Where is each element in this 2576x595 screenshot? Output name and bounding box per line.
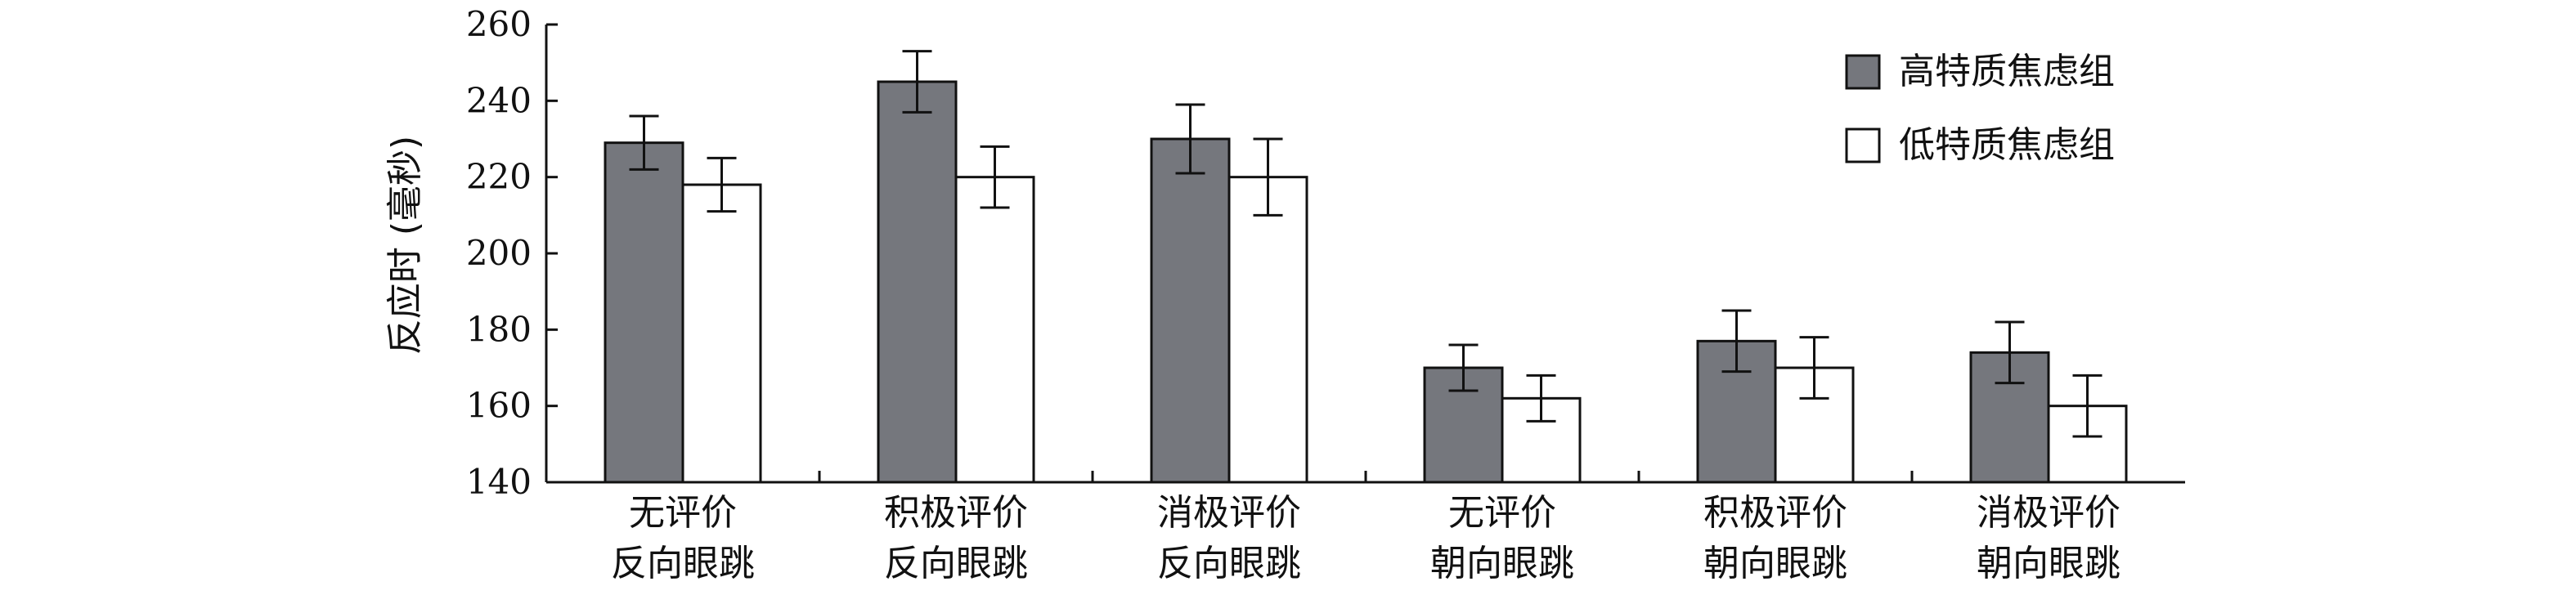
- error-bar: [707, 156, 737, 213]
- legend-swatch: [1845, 54, 1881, 90]
- x-axis: [546, 471, 2185, 484]
- x-tick-label: 朝向眼跳: [1977, 543, 2120, 584]
- error-bar: [1253, 137, 1283, 217]
- y-tick-label: 140: [466, 462, 532, 502]
- x-tick-label: 消极评价: [1977, 492, 2120, 534]
- error-bar: [629, 114, 659, 171]
- bar-low-anxiety: [681, 183, 762, 484]
- x-tick-label: 反向眼跳: [884, 543, 1028, 584]
- error-bar: [2072, 374, 2103, 438]
- bar-high-anxiety: [1150, 137, 1231, 484]
- error-bar: [1995, 320, 2025, 385]
- x-tick-label: 朝向眼跳: [1430, 543, 1574, 584]
- x-tick-label: 反向眼跳: [1157, 543, 1301, 584]
- y-axis-label: 反应时 (毫秒): [384, 136, 426, 355]
- bar-high-anxiety: [877, 80, 958, 484]
- error-bar: [980, 145, 1010, 209]
- legend-swatch: [1845, 128, 1881, 163]
- x-tick-label: 无评价: [629, 492, 737, 534]
- legend-label: 低特质焦虑组: [1899, 124, 2115, 166]
- y-tick-label: 260: [466, 4, 532, 44]
- legend-label: 高特质焦虑组: [1899, 51, 2115, 92]
- error-bar: [1175, 103, 1205, 175]
- error-bar: [902, 50, 932, 114]
- bar-high-anxiety: [604, 141, 684, 484]
- x-tick-label: 反向眼跳: [611, 543, 755, 584]
- y-axis: 140 160 180 200 220 240 260: [466, 4, 558, 502]
- error-bars: [629, 50, 2103, 438]
- y-tick-label: 240: [466, 80, 532, 120]
- error-bar: [1526, 374, 1556, 423]
- error-bar: [1799, 336, 1829, 400]
- y-tick-label: 180: [466, 309, 532, 349]
- error-bar: [1448, 343, 1479, 392]
- bars: [604, 80, 2128, 484]
- y-tick-label: 160: [466, 386, 532, 426]
- bar-low-anxiety: [1227, 176, 1308, 484]
- x-tick-label: 朝向眼跳: [1703, 543, 1847, 584]
- x-tick-label: 消极评价: [1157, 492, 1301, 534]
- x-tick-label: 无评价: [1448, 492, 1556, 534]
- y-tick-label: 200: [466, 233, 532, 273]
- bar-low-anxiety: [954, 176, 1035, 484]
- x-tick-label: 积极评价: [1703, 492, 1847, 534]
- error-bar: [1721, 309, 1752, 374]
- y-tick-label: 220: [466, 157, 532, 197]
- x-tick-label: 积极评价: [884, 492, 1028, 534]
